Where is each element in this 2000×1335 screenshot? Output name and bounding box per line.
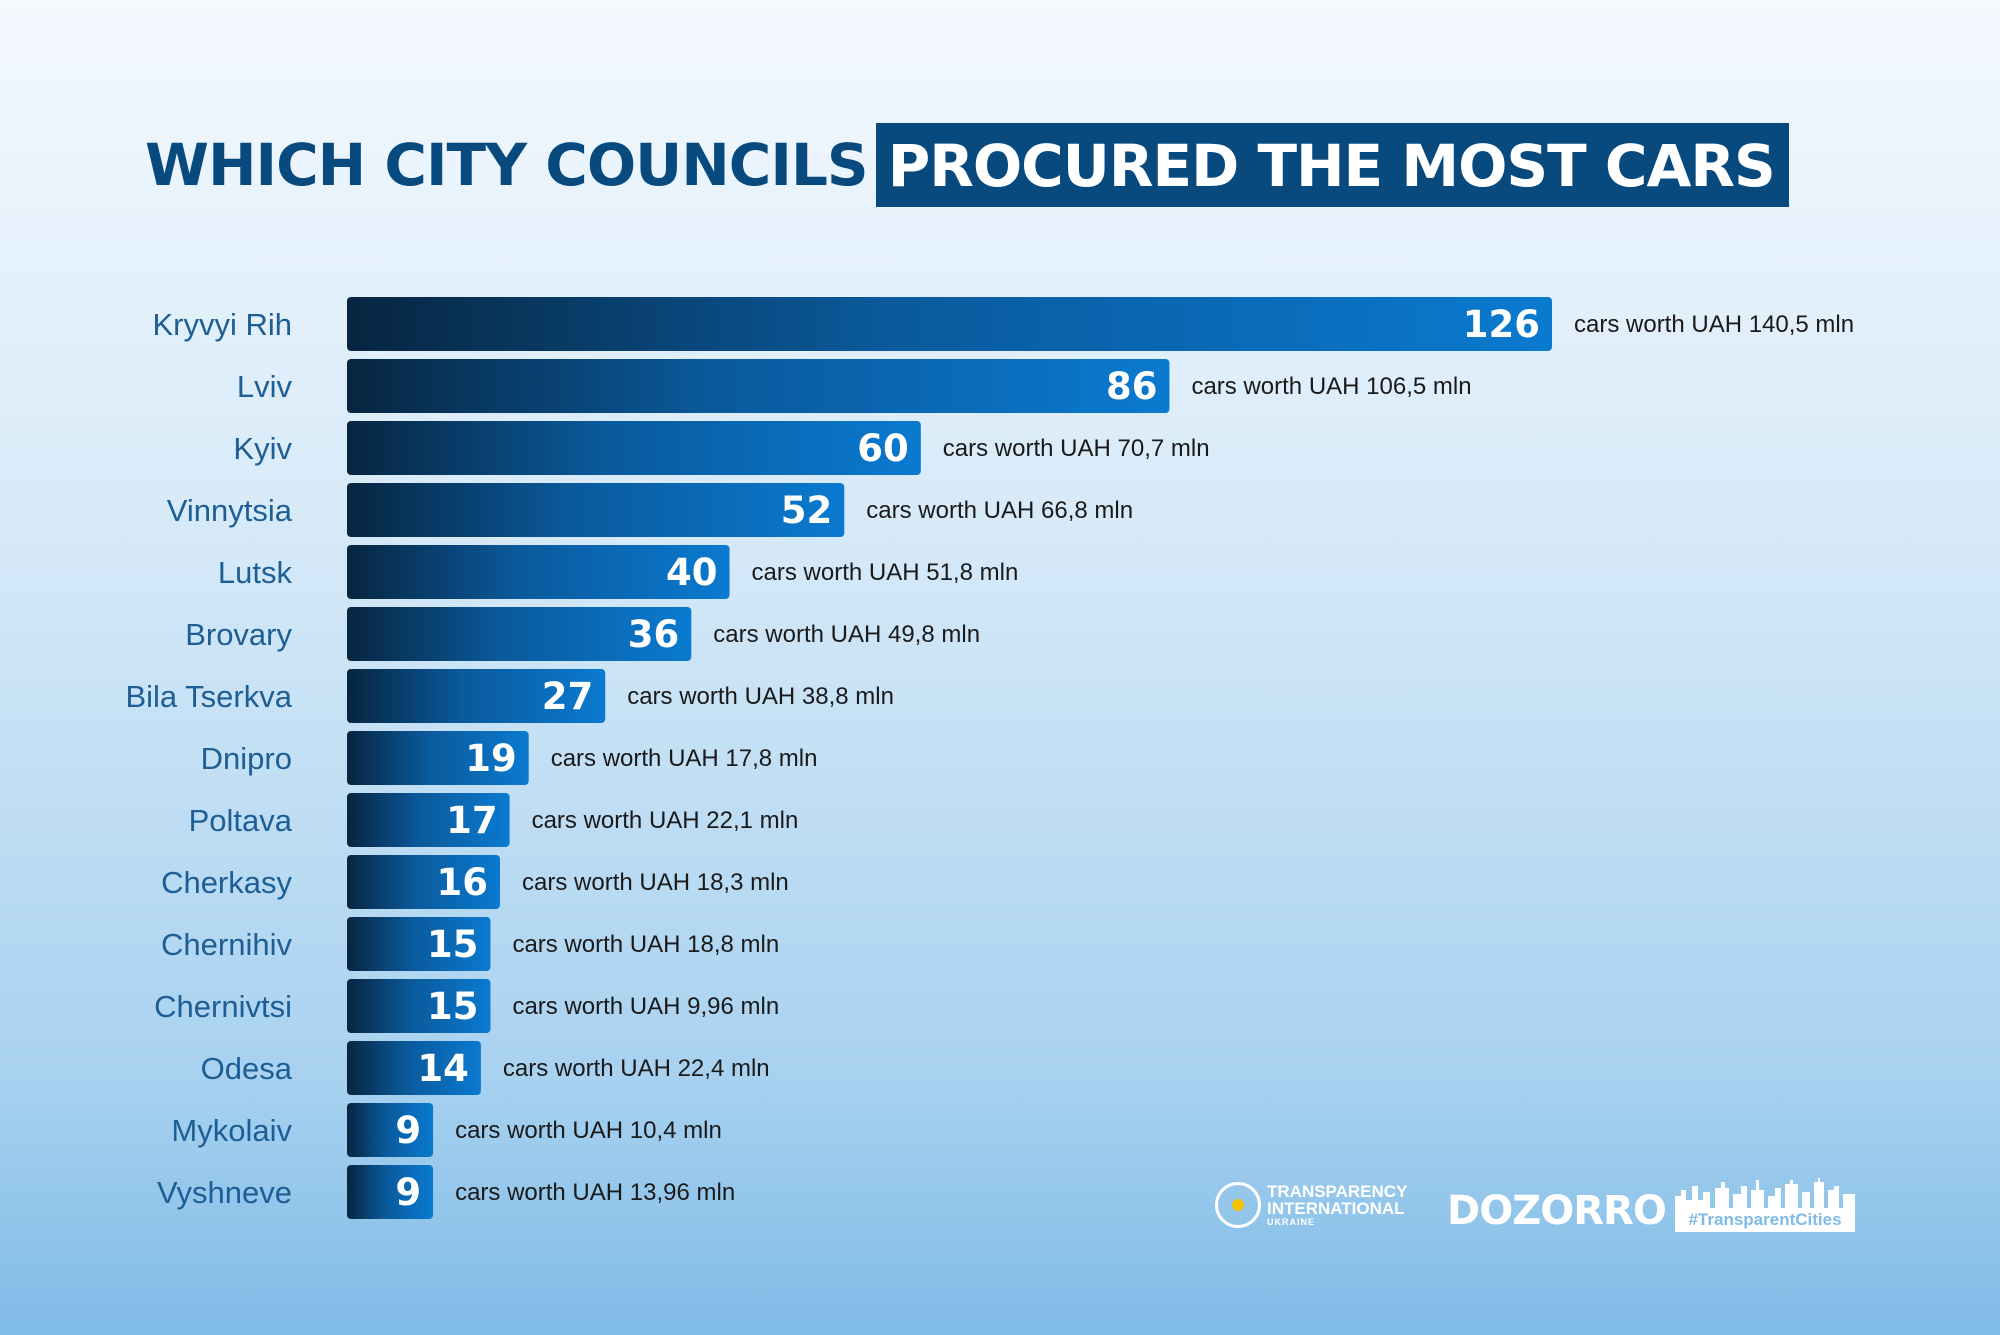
bar-annotation: cars worth UAH 49,8 mln (713, 621, 980, 648)
bar-annotation: cars worth UAH 17,8 mln (551, 745, 818, 772)
title-part-1: WHICH CITY COUNCILS (145, 131, 869, 199)
ti-emblem-icon (1215, 1182, 1261, 1228)
bar-row: Vyshneve 9 cars worth UAH 13,96 mln (157, 1165, 735, 1219)
bar-row: Poltava 17 cars worth UAH 22,1 mln (189, 793, 799, 847)
category-label: Vyshneve (157, 1175, 292, 1210)
bar-row: Kryvyi Rih 126 cars worth UAH 140,5 mln (152, 297, 1854, 351)
bar (347, 545, 730, 599)
bar (347, 297, 1552, 351)
bar-row: Lutsk 40 cars worth UAH 51,8 mln (218, 545, 1018, 599)
category-label: Kyiv (233, 431, 292, 466)
bar (347, 1041, 481, 1095)
category-label: Mykolaiv (171, 1113, 292, 1148)
bar (347, 731, 529, 785)
category-label: Chernivtsi (154, 989, 292, 1024)
city-skyline-icon (1675, 1178, 1855, 1208)
data-label: 60 (857, 427, 909, 470)
data-label: 19 (465, 737, 517, 780)
bar (347, 483, 845, 537)
bar-annotation: cars worth UAH 66,8 mln (866, 497, 1133, 524)
bar (347, 669, 606, 723)
ti-line-2: INTERNATIONAL (1267, 1199, 1405, 1218)
bars-group: Kryvyi Rih 126 cars worth UAH 140,5 mln Lvi… (125, 297, 1854, 1219)
dozorro-logo: DOZORRO (1447, 1188, 1667, 1234)
category-label: Chernihiv (161, 927, 292, 962)
data-label: 40 (666, 551, 718, 594)
bar-annotation: cars worth UAH 10,4 mln (455, 1117, 722, 1144)
data-label: 15 (427, 985, 479, 1028)
logos-strip: TRANSPARENCY INTERNATIONAL UKRAINE DOZOR… (1215, 1178, 1855, 1258)
bar-annotation: cars worth UAH 9,96 mln (512, 993, 779, 1020)
category-label: Lviv (237, 369, 293, 404)
category-label: Vinnytsia (167, 493, 293, 528)
bar-row: Vinnytsia 52 cars worth UAH 66,8 mln (167, 483, 1133, 537)
data-label: 15 (427, 923, 479, 966)
bar-row: Kyiv 60 cars worth UAH 70,7 mln (233, 421, 1210, 475)
ti-line-3: UKRAINE (1267, 1217, 1316, 1227)
bar-row: Cherkasy 16 cars worth UAH 18,3 mln (161, 855, 789, 909)
transparent-cities-logo: #TransparentCities (1675, 1178, 1855, 1236)
transparency-international-logo: TRANSPARENCY INTERNATIONAL UKRAINE (1215, 1182, 1407, 1228)
bar (347, 1165, 434, 1219)
category-label: Poltava (189, 803, 293, 838)
bar (347, 855, 501, 909)
bar (347, 793, 510, 847)
bar (347, 1103, 434, 1157)
data-label: 126 (1463, 303, 1540, 346)
data-label: 16 (437, 861, 489, 904)
bar (347, 359, 1170, 413)
category-label: Lutsk (218, 555, 293, 590)
bar-annotation: cars worth UAH 51,8 mln (752, 559, 1019, 586)
ti-line-1: TRANSPARENCY (1267, 1182, 1408, 1201)
bar (347, 607, 692, 661)
data-label: 9 (395, 1171, 421, 1214)
bar-row: Lviv 86 cars worth UAH 106,5 mln (237, 359, 1472, 413)
bar-row: Chernihiv 15 cars worth UAH 18,8 mln (161, 917, 779, 971)
bar-annotation: cars worth UAH 18,3 mln (522, 869, 789, 896)
category-label: Cherkasy (161, 865, 292, 900)
bar (347, 917, 491, 971)
chart-title: WHICH CITY COUNCILS PROCURED THE MOST CA… (145, 115, 1789, 215)
data-label: 9 (395, 1109, 421, 1152)
data-label: 17 (446, 799, 498, 842)
bar-row: Chernivtsi 15 cars worth UAH 9,96 mln (154, 979, 779, 1033)
bar-annotation: cars worth UAH 70,7 mln (943, 435, 1210, 462)
bar-row: Dnipro 19 cars worth UAH 17,8 mln (201, 731, 818, 785)
data-label: 27 (542, 675, 594, 718)
category-label: Odesa (201, 1051, 293, 1086)
data-label: 52 (781, 489, 833, 532)
bar-annotation: cars worth UAH 18,8 mln (512, 931, 779, 958)
bar (347, 979, 491, 1033)
bar-annotation: cars worth UAH 38,8 mln (627, 683, 894, 710)
bar-row: Odesa 14 cars worth UAH 22,4 mln (201, 1041, 770, 1095)
data-label: 14 (417, 1047, 469, 1090)
transparent-cities-tag: #TransparentCities (1675, 1208, 1855, 1232)
bar-row: Bila Tserkva 27 cars worth UAH 38,8 mln (125, 669, 894, 723)
bar (347, 421, 921, 475)
bar-row: Mykolaiv 9 cars worth UAH 10,4 mln (171, 1103, 722, 1157)
category-label: Bila Tserkva (125, 679, 292, 714)
bar-annotation: cars worth UAH 22,4 mln (503, 1055, 770, 1082)
title-part-2-highlight: PROCURED THE MOST CARS (875, 123, 1789, 207)
data-label: 36 (628, 613, 680, 656)
category-label: Kryvyi Rih (152, 307, 292, 342)
bar-annotation: cars worth UAH 106,5 mln (1191, 373, 1471, 400)
category-label: Brovary (185, 617, 292, 652)
data-label: 86 (1106, 365, 1158, 408)
bar-annotation: cars worth UAH 22,1 mln (532, 807, 799, 834)
category-label: Dnipro (201, 741, 292, 776)
bar-row: Brovary 36 cars worth UAH 49,8 mln (185, 607, 980, 661)
bar-annotation: cars worth UAH 140,5 mln (1574, 311, 1854, 338)
bar-annotation: cars worth UAH 13,96 mln (455, 1179, 735, 1206)
